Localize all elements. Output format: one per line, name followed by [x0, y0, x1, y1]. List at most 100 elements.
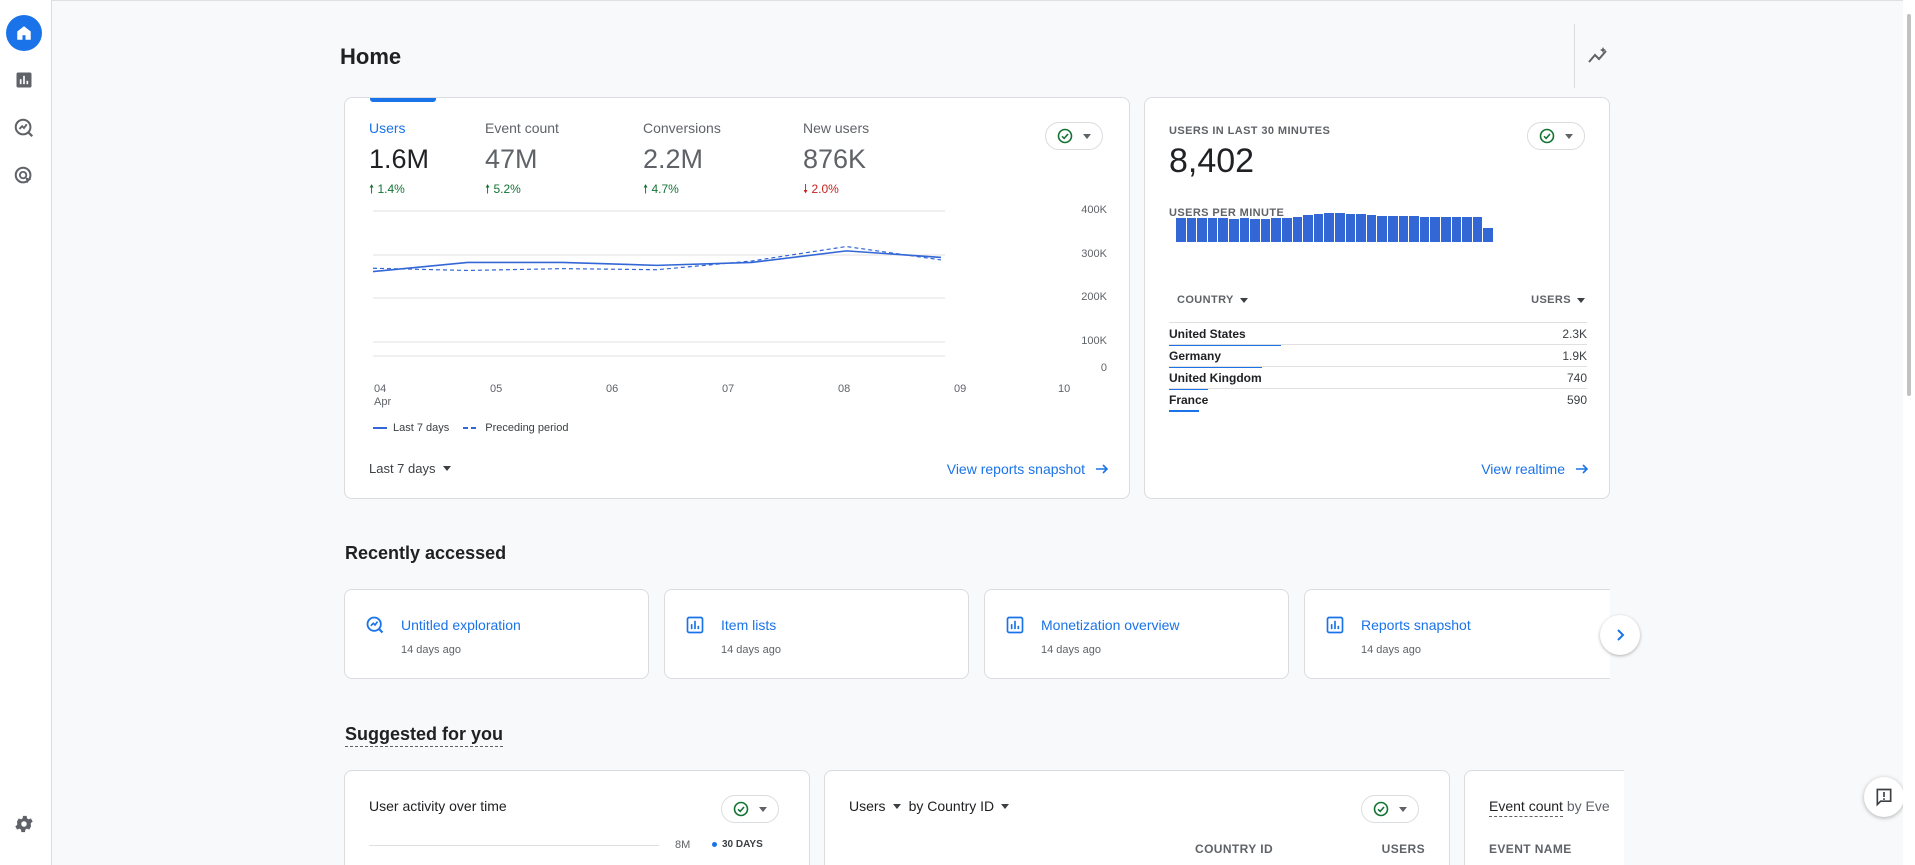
- date-range-dropdown[interactable]: Last 7 days: [369, 461, 451, 476]
- per-minute-bar[interactable]: [1335, 212, 1345, 242]
- nav-explore-button[interactable]: [6, 110, 42, 146]
- arrow-right-icon: [1096, 464, 1109, 474]
- per-minute-bar[interactable]: [1313, 213, 1324, 242]
- per-minute-bar[interactable]: [1398, 216, 1409, 242]
- per-minute-bar[interactable]: [1260, 218, 1271, 242]
- feedback-button[interactable]: [1864, 777, 1904, 817]
- nav-advertising-button[interactable]: [6, 158, 42, 194]
- caret-down-icon: [1001, 803, 1010, 809]
- per-minute-bar[interactable]: [1366, 214, 1377, 242]
- series-line-last-7-days: [372, 250, 942, 273]
- per-minute-bar[interactable]: [1430, 217, 1441, 242]
- card-status-chip[interactable]: [721, 795, 779, 823]
- metric-label: Users: [369, 120, 406, 136]
- per-minute-bar[interactable]: [1462, 217, 1472, 242]
- metric-tab-new-users[interactable]: New users 876K 🠗 2.0%: [803, 120, 869, 201]
- y-tick-label: 100K: [1081, 335, 1107, 347]
- legend-dot: [712, 842, 717, 847]
- country-column-header[interactable]: COUNTRY: [1177, 294, 1248, 306]
- x-tick-label: 05: [490, 383, 503, 395]
- check-circle-icon: [733, 801, 749, 817]
- metric-dropdown[interactable]: Users: [849, 798, 901, 814]
- per-minute-bar[interactable]: [1271, 218, 1282, 242]
- gear-icon: [15, 815, 33, 833]
- view-realtime-link[interactable]: View realtime: [1481, 461, 1589, 477]
- arrow-right-icon: [1576, 464, 1589, 474]
- per-minute-bar[interactable]: [1239, 218, 1250, 242]
- y-tick-label: 300K: [1081, 248, 1107, 260]
- realtime-status-chip[interactable]: [1527, 122, 1585, 150]
- realtime-caption: USERS IN LAST 30 MINUTES: [1169, 125, 1331, 137]
- recently-accessed-title: Recently accessed: [345, 543, 507, 563]
- scrollbar-thumb[interactable]: [1907, 14, 1911, 396]
- per-minute-bar[interactable]: [1197, 218, 1207, 242]
- check-circle-icon: [1539, 128, 1555, 144]
- per-minute-bar[interactable]: [1441, 217, 1451, 242]
- x-tick-label: 04 Apr: [374, 383, 392, 408]
- insights-icon: [1588, 47, 1607, 63]
- y-tick-label: 8M: [675, 839, 691, 851]
- per-minute-bar[interactable]: [1292, 217, 1303, 242]
- per-minute-bar[interactable]: [1186, 218, 1197, 242]
- per-minute-bar[interactable]: [1282, 218, 1292, 242]
- users-by-country-card: Users by Country ID COUNTRY ID USERS: [824, 770, 1450, 865]
- legend-label: Last 7 days: [393, 422, 450, 434]
- metric-tab-event-count[interactable]: Event count 47M 🠕 5.2%: [485, 120, 559, 201]
- country-share-bar: [1169, 344, 1281, 346]
- suggested-title: Suggested for you: [345, 724, 504, 747]
- recent-item-card[interactable]: Item lists 14 days ago: [664, 589, 969, 679]
- per-minute-bar[interactable]: [1229, 218, 1239, 242]
- card-status-chip[interactable]: [1361, 795, 1419, 823]
- view-reports-snapshot-link[interactable]: View reports snapshot: [947, 461, 1109, 477]
- recent-item-card[interactable]: Monetization overview 14 days ago: [984, 589, 1289, 679]
- country-users: 740: [1566, 371, 1587, 385]
- caret-down-icon: [442, 466, 451, 471]
- per-minute-bar[interactable]: [1451, 217, 1462, 242]
- recent-item-card[interactable]: Reports snapshot 14 days ago: [1304, 589, 1610, 679]
- per-minute-bar[interactable]: [1409, 216, 1419, 242]
- country-name: United Kingdom: [1169, 371, 1262, 385]
- feedback-icon: [1876, 788, 1892, 807]
- comparison-status-chip[interactable]: [1045, 122, 1103, 150]
- carousel-fade: [1624, 770, 1903, 865]
- metric-value: 1.6M: [369, 144, 430, 174]
- country-name: United States: [1169, 327, 1246, 341]
- settings-button[interactable]: [6, 806, 42, 842]
- recent-item-title: Item lists: [721, 617, 777, 633]
- per-minute-bar[interactable]: [1483, 228, 1494, 242]
- realtime-card: USERS IN LAST 30 MINUTES 8,402 USERS PER…: [1144, 97, 1610, 499]
- chart-gridline: [369, 845, 659, 846]
- chevron-down-icon: [1399, 806, 1407, 812]
- per-minute-bar[interactable]: [1324, 212, 1335, 242]
- per-minute-bar[interactable]: [1472, 216, 1483, 242]
- users-per-minute-caption: USERS PER MINUTE: [1169, 207, 1285, 219]
- per-minute-bar[interactable]: [1345, 213, 1356, 242]
- nav-home-button[interactable]: [6, 15, 42, 51]
- country-users: 2.3K: [1562, 327, 1587, 341]
- per-minute-bar[interactable]: [1218, 218, 1229, 242]
- metric-change: 🠗 2.0%: [803, 182, 839, 196]
- chevron-down-icon: [759, 806, 767, 812]
- recent-item-card[interactable]: Untitled exploration 14 days ago: [344, 589, 649, 679]
- country-share-bar: [1169, 388, 1209, 390]
- per-minute-bar[interactable]: [1176, 218, 1186, 242]
- insights-button[interactable]: [1584, 42, 1612, 70]
- per-minute-bar[interactable]: [1356, 214, 1366, 242]
- per-minute-bar[interactable]: [1419, 217, 1430, 242]
- per-minute-bar[interactable]: [1377, 216, 1388, 242]
- carousel-next-button[interactable]: [1600, 615, 1640, 655]
- country-row: United Kingdom 740: [1169, 366, 1587, 390]
- metric-tab-users[interactable]: Users 1.6M 🠕 1.4%: [369, 120, 429, 201]
- dimension-dropdown[interactable]: by Country ID: [909, 798, 1010, 814]
- page-scrollbar[interactable]: [1903, 0, 1915, 865]
- nav-reports-button[interactable]: [6, 62, 42, 98]
- per-minute-bar[interactable]: [1303, 214, 1313, 242]
- metric-tab-conversions[interactable]: Conversions 2.2M 🠕 4.7%: [643, 120, 721, 201]
- country-share-bar: [1169, 410, 1200, 412]
- users-column-header[interactable]: USERS: [1531, 294, 1585, 306]
- per-minute-bar[interactable]: [1207, 218, 1218, 242]
- per-minute-bar[interactable]: [1250, 218, 1260, 242]
- country-users: 1.9K: [1562, 349, 1587, 363]
- y-tick-label: 400K: [1081, 204, 1107, 216]
- per-minute-bar[interactable]: [1388, 216, 1398, 242]
